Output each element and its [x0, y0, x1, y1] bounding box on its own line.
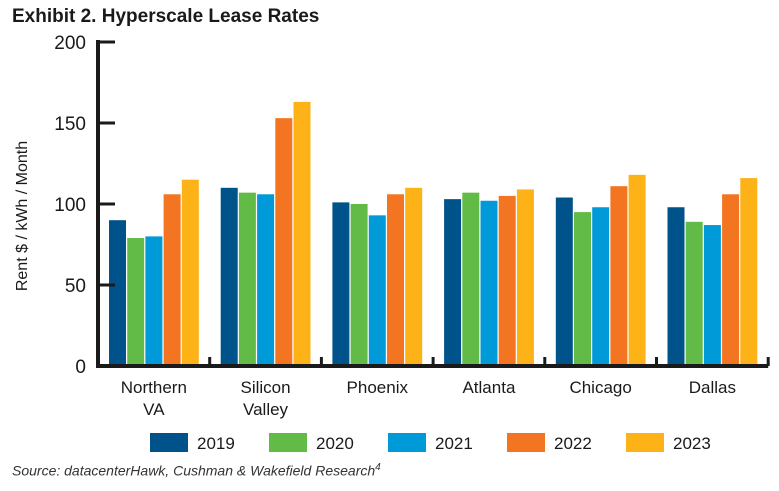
x-tick-label: Dallas: [689, 378, 736, 397]
y-tick-label: 0: [75, 357, 86, 378]
legend-label-2019: 2019: [197, 434, 235, 453]
x-tick-label: Silicon: [241, 378, 291, 397]
bar-2023-4: [628, 174, 646, 366]
bar-2019-4: [555, 197, 573, 366]
legend-label-2020: 2020: [316, 434, 354, 453]
bar-2022-2: [387, 194, 404, 366]
bar-2020-2: [350, 204, 368, 366]
legend-swatch-2022: [507, 433, 545, 452]
y-tick-label: 150: [54, 114, 86, 135]
y-tick-label: 200: [54, 33, 86, 54]
x-tick-label: Atlanta: [462, 378, 515, 397]
bar-2020-3: [462, 192, 480, 366]
x-tick-label: Northern: [121, 378, 187, 397]
bar-2023-3: [516, 189, 534, 366]
source-footnote: 4: [375, 462, 381, 473]
source-note: Source: datacenterHawk, Cushman & Wakefi…: [12, 462, 381, 479]
bar-2023-5: [740, 178, 758, 366]
bar-2020-4: [574, 212, 591, 366]
bar-2023-1: [293, 101, 311, 366]
legend-swatch-2020: [269, 433, 307, 452]
bar-2021-2: [368, 215, 386, 366]
bar-2022-4: [610, 186, 628, 366]
legend-label-2021: 2021: [435, 434, 473, 453]
x-tick-label: Chicago: [569, 378, 631, 397]
bar-2021-5: [703, 225, 721, 366]
bar-2022-0: [163, 194, 181, 366]
bar-2021-1: [257, 194, 275, 366]
bar-2023-0: [181, 179, 199, 366]
bar-2019-5: [667, 207, 685, 366]
y-tick-label: 100: [54, 195, 86, 216]
legend-label-2022: 2022: [554, 434, 592, 453]
x-tick-label: VA: [143, 400, 165, 419]
y-tick-label: 50: [65, 276, 86, 297]
x-tick-label: Valley: [243, 400, 289, 419]
bar-2022-5: [722, 194, 740, 366]
bar-2019-2: [332, 202, 350, 366]
bar-2021-3: [480, 200, 498, 366]
chart-title: Exhibit 2. Hyperscale Lease Rates: [12, 6, 320, 27]
bar-2020-1: [238, 192, 256, 366]
legend-swatch-2021: [388, 433, 426, 452]
bar-2022-1: [275, 118, 293, 366]
bar-2019-0: [109, 220, 126, 366]
bar-2019-3: [444, 199, 462, 366]
bar-2021-4: [592, 207, 610, 366]
bar-2020-5: [685, 221, 703, 366]
source-text: Source: datacenterHawk, Cushman & Wakefi…: [12, 462, 376, 479]
bar-2022-3: [498, 195, 516, 366]
legend-swatch-2019: [150, 433, 188, 452]
bar-2019-1: [220, 187, 238, 366]
legend-label-2023: 2023: [673, 434, 711, 453]
legend-swatch-2023: [626, 433, 664, 452]
x-tick-label: Phoenix: [347, 378, 409, 397]
bar-2021-0: [145, 236, 163, 366]
bar-2020-0: [127, 238, 145, 366]
bar-2023-2: [405, 187, 423, 366]
y-axis-label: Rent $ / kWh / Month: [14, 141, 31, 291]
